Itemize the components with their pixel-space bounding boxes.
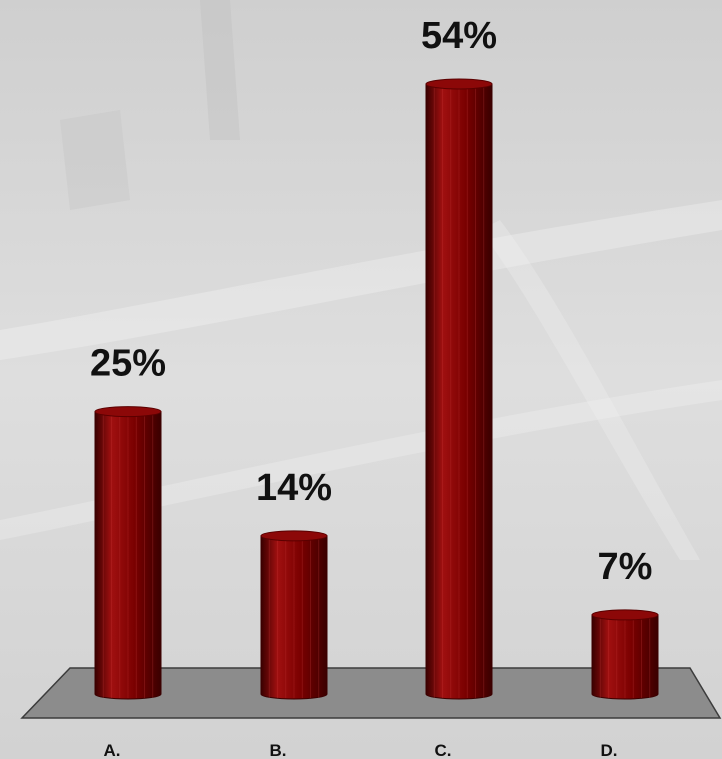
data-label-1: 25%: [90, 343, 166, 385]
data-label-3: 54%: [421, 15, 497, 57]
category-label-1: A.: [104, 741, 121, 759]
data-label-2: 14%: [256, 467, 332, 509]
bar-body: [260, 535, 328, 700]
category-label-4: D.: [601, 741, 618, 759]
data-label-4: 7%: [598, 546, 653, 588]
bar-body: [591, 614, 659, 700]
bar-1: [94, 406, 162, 700]
category-label-2: B.: [270, 741, 287, 759]
bar-body: [425, 83, 493, 700]
category-label-3: C.: [435, 741, 452, 759]
bar-top-cap: [260, 530, 328, 542]
bar-top-cap: [425, 78, 493, 90]
bar-body: [94, 411, 162, 700]
bar-3: [425, 78, 493, 700]
bar-top-cap: [591, 609, 659, 621]
bar-2: [260, 530, 328, 700]
bar-4: [591, 609, 659, 700]
bar-top-cap: [94, 406, 162, 418]
